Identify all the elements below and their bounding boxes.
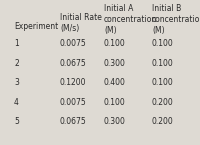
Text: 0.200: 0.200 bbox=[152, 117, 174, 126]
Text: 0.1200: 0.1200 bbox=[60, 78, 86, 87]
Text: 0.400: 0.400 bbox=[104, 78, 126, 87]
Text: 1: 1 bbox=[14, 39, 19, 48]
Text: 3: 3 bbox=[14, 78, 19, 87]
Text: Initial Rate
(M/s): Initial Rate (M/s) bbox=[60, 13, 102, 33]
Text: 0.100: 0.100 bbox=[104, 39, 126, 48]
Text: 0.100: 0.100 bbox=[152, 39, 174, 48]
Text: 0.0675: 0.0675 bbox=[60, 117, 87, 126]
Text: 0.200: 0.200 bbox=[152, 98, 174, 107]
Text: Initial B
concentration
(M): Initial B concentration (M) bbox=[152, 4, 200, 35]
Text: 0.100: 0.100 bbox=[152, 78, 174, 87]
Text: 0.100: 0.100 bbox=[152, 59, 174, 68]
Text: 4: 4 bbox=[14, 98, 19, 107]
Text: 0.100: 0.100 bbox=[104, 98, 126, 107]
Text: Experiment: Experiment bbox=[14, 22, 58, 31]
Text: 0.300: 0.300 bbox=[104, 117, 126, 126]
Text: 0.0075: 0.0075 bbox=[60, 98, 87, 107]
Text: 2: 2 bbox=[14, 59, 19, 68]
Text: 5: 5 bbox=[14, 117, 19, 126]
Text: 0.0675: 0.0675 bbox=[60, 59, 87, 68]
Text: Initial A
concentration
(M): Initial A concentration (M) bbox=[104, 4, 157, 35]
Text: 0.300: 0.300 bbox=[104, 59, 126, 68]
Text: 0.0075: 0.0075 bbox=[60, 39, 87, 48]
